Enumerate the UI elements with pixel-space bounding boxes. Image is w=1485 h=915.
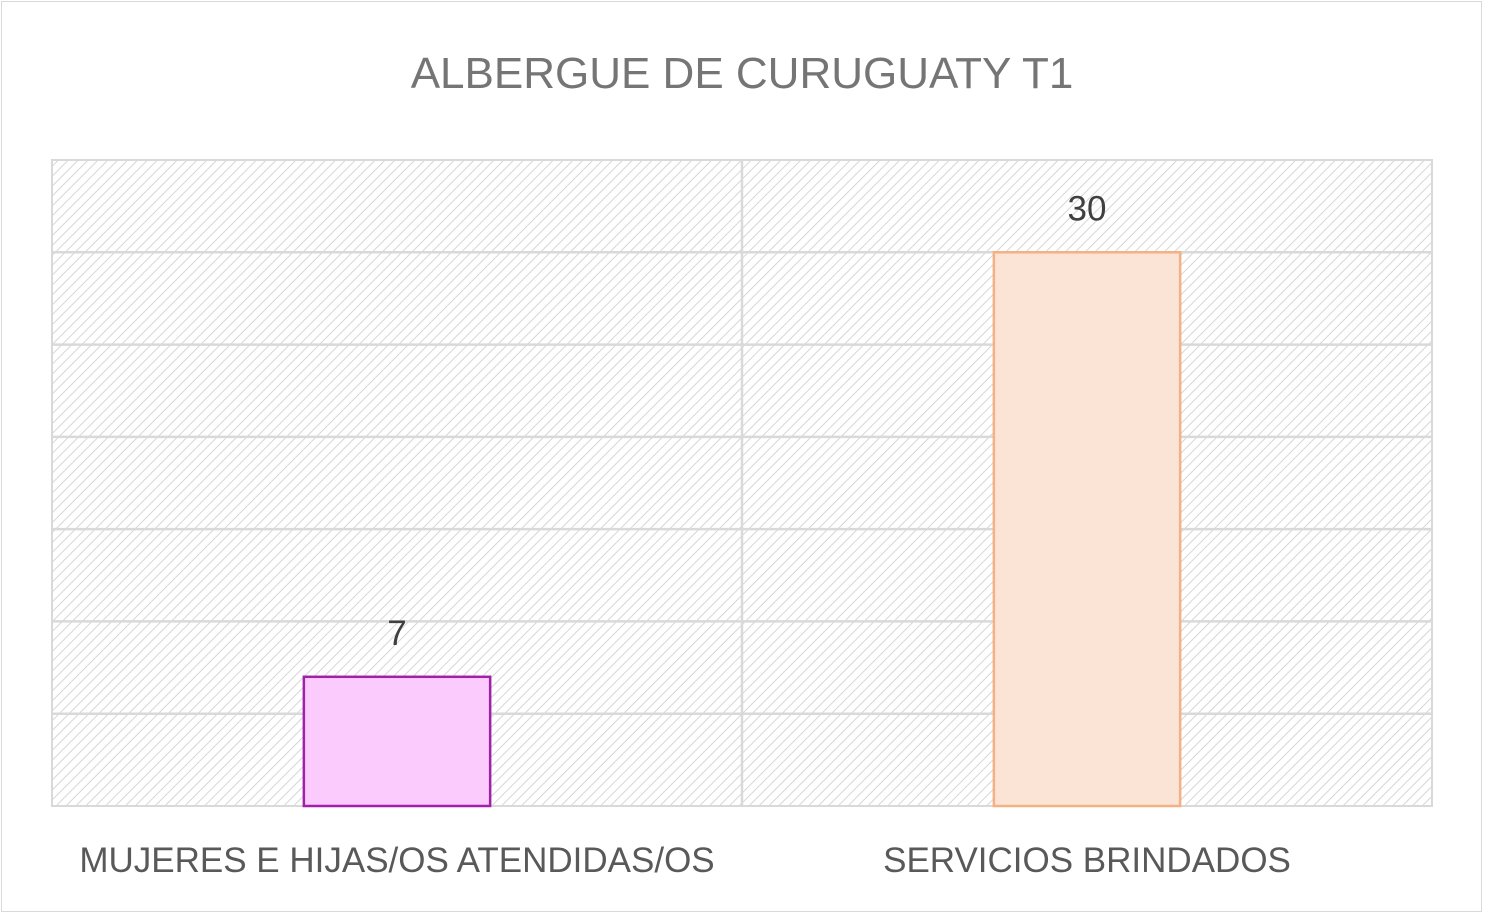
data-label-0: 7 (387, 614, 406, 653)
category-label-0: MUJERES E HIJAS/OS ATENDIDAS/OS (79, 841, 714, 880)
data-labels: 7 30 (387, 189, 1106, 653)
gridlines (52, 160, 1432, 806)
category-labels: MUJERES E HIJAS/OS ATENDIDAS/OS SERVICIOS… (79, 841, 1291, 880)
chart-title: ALBERGUE DE CURUGUATY T1 (411, 49, 1074, 98)
data-label-1: 30 (1068, 189, 1107, 228)
bars (302, 251, 1182, 808)
bar-1 (992, 251, 1182, 808)
category-label-1: SERVICIOS BRINDADOS (883, 841, 1291, 880)
bar-0 (302, 675, 492, 808)
